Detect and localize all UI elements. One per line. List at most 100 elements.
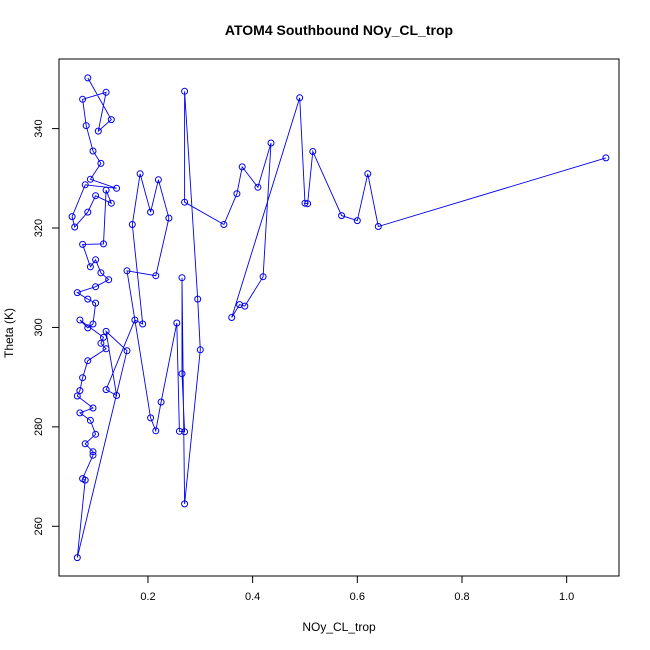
data-point xyxy=(73,554,81,562)
data-point xyxy=(254,183,262,191)
data-point xyxy=(81,440,89,448)
plot-frame xyxy=(58,58,620,577)
series-points xyxy=(68,74,610,562)
data-point xyxy=(181,87,189,95)
data-point xyxy=(100,333,107,341)
data-point xyxy=(238,163,246,171)
data-point xyxy=(131,316,139,324)
data-point xyxy=(84,295,92,303)
data-point xyxy=(338,212,346,220)
chart-title: ATOM4 Southbound NOy_CL_trop xyxy=(225,22,453,38)
data-point xyxy=(102,88,110,96)
x-axis-label: NOy_CL_trop xyxy=(302,620,376,634)
data-point xyxy=(92,430,100,438)
data-point xyxy=(165,214,173,222)
data-point xyxy=(181,428,189,436)
data-point xyxy=(123,347,131,355)
data-point xyxy=(92,256,100,264)
data-point xyxy=(301,199,309,207)
data-point xyxy=(89,404,97,412)
data-point xyxy=(147,414,155,422)
data-point xyxy=(89,147,97,155)
data-point xyxy=(233,190,241,198)
data-point xyxy=(102,186,110,194)
data-point xyxy=(82,122,90,130)
data-point xyxy=(105,276,113,284)
data-point xyxy=(181,198,189,206)
data-point xyxy=(152,427,160,435)
x-tick-label: 0.2 xyxy=(140,591,155,603)
data-point xyxy=(175,427,183,435)
data-point xyxy=(73,392,81,400)
x-tick-label: 0.8 xyxy=(454,591,469,603)
data-point xyxy=(102,386,110,394)
data-point xyxy=(89,451,97,459)
data-point xyxy=(353,217,361,225)
y-tick-label: 320 xyxy=(33,219,45,237)
data-point xyxy=(123,267,131,275)
data-point xyxy=(139,320,147,328)
data-point xyxy=(194,295,202,303)
x-tick-label: 1.0 xyxy=(559,591,574,603)
data-point xyxy=(136,170,144,178)
data-point xyxy=(196,346,204,354)
data-point xyxy=(374,223,382,230)
data-point xyxy=(89,448,97,456)
data-point xyxy=(81,476,89,484)
data-point xyxy=(68,213,76,221)
data-point xyxy=(76,409,84,417)
data-point xyxy=(100,240,107,248)
data-point xyxy=(84,208,92,216)
y-tick-label: 260 xyxy=(33,517,45,535)
data-point xyxy=(92,299,100,307)
data-point xyxy=(84,357,92,365)
data-point xyxy=(173,319,181,327)
x-tick-label: 0.4 xyxy=(245,591,260,603)
data-point xyxy=(259,273,267,281)
data-point xyxy=(113,392,121,399)
data-point xyxy=(267,139,275,147)
data-point xyxy=(154,176,162,184)
x-tick-label: 0.6 xyxy=(350,591,365,603)
data-point xyxy=(113,184,121,192)
data-point xyxy=(304,200,312,208)
data-point xyxy=(97,269,105,277)
data-point xyxy=(178,274,186,282)
series-lines xyxy=(71,77,607,558)
data-point xyxy=(71,223,79,231)
data-point xyxy=(79,374,87,382)
y-tick-label: 300 xyxy=(33,318,45,336)
data-point xyxy=(92,192,100,200)
data-point xyxy=(79,240,87,248)
data-point xyxy=(220,221,228,228)
data-point xyxy=(128,221,136,228)
data-point xyxy=(89,320,97,328)
data-point xyxy=(309,148,317,155)
y-axis-label: Theta (K) xyxy=(2,308,16,358)
y-axis: 260 280 300 320 340 xyxy=(33,119,60,535)
data-point xyxy=(236,301,244,309)
data-point xyxy=(152,272,160,280)
data-point xyxy=(73,289,81,297)
data-point xyxy=(86,175,94,183)
y-tick-label: 340 xyxy=(33,119,45,137)
data-point xyxy=(178,370,186,378)
data-point xyxy=(107,116,115,124)
data-point xyxy=(86,416,94,424)
data-point xyxy=(147,208,155,216)
data-point xyxy=(97,159,105,167)
y-tick-label: 280 xyxy=(33,418,45,436)
data-point xyxy=(94,127,102,135)
data-point xyxy=(364,170,372,178)
data-point xyxy=(181,500,189,508)
data-point xyxy=(157,398,165,406)
data-point xyxy=(79,95,87,103)
data-point xyxy=(84,324,92,332)
data-point xyxy=(228,314,236,321)
x-axis: 0.2 0.4 0.6 0.8 1.0 xyxy=(140,575,574,603)
data-point xyxy=(97,339,105,347)
data-point xyxy=(102,327,110,335)
data-point xyxy=(602,154,610,162)
data-point xyxy=(84,74,92,82)
